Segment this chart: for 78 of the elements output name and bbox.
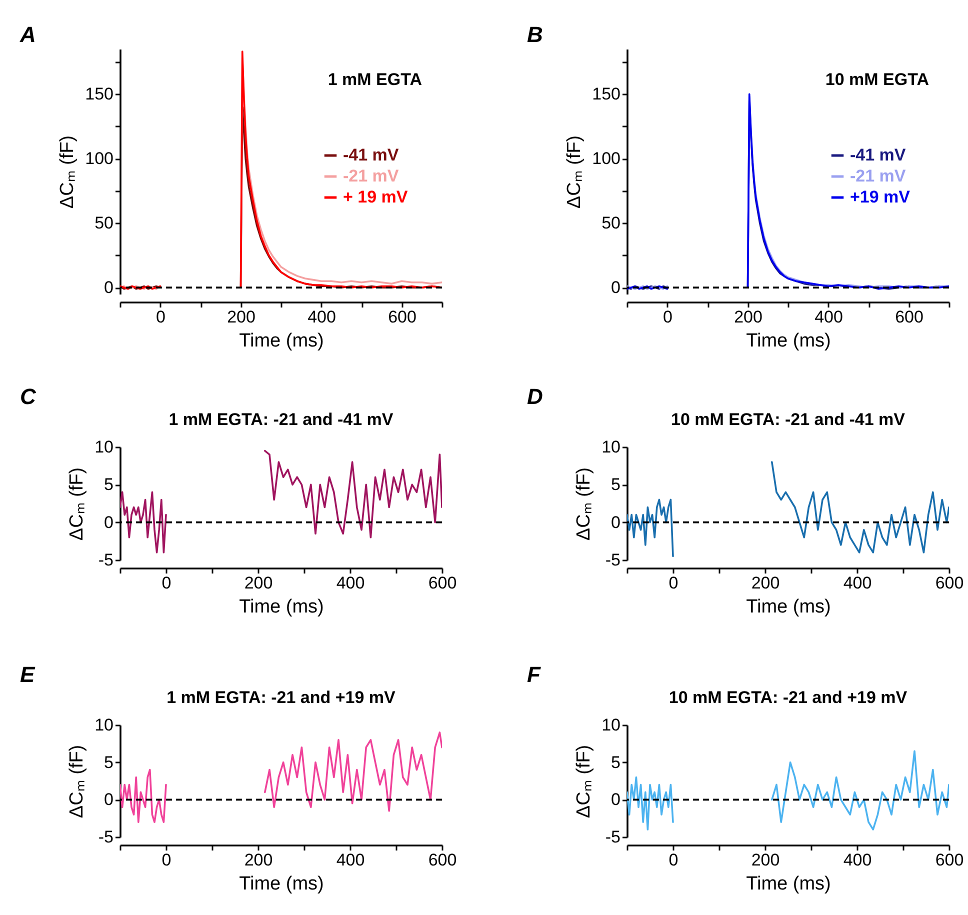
x-tick-label: 200 <box>734 308 762 326</box>
x-tick-label: 600 <box>428 850 457 870</box>
x-axis-title: Time (ms) <box>239 874 324 894</box>
chart-title: 1 mM EGTA: -21 and -41 mV <box>168 410 394 429</box>
y-tick-label: 10 <box>602 438 620 456</box>
x-tick-label: 0 <box>663 308 672 326</box>
y-tick-label: 50 <box>602 214 620 233</box>
y-tick-label: 5 <box>104 475 114 494</box>
x-tick-label: 600 <box>388 308 416 326</box>
x-tick-label: 600 <box>935 574 964 592</box>
y-tick-label: 0 <box>611 278 620 298</box>
y-axis-title: ΔCₘ (fF) <box>66 744 88 818</box>
legend-label: -41 mV <box>850 146 906 164</box>
x-tick-label: 0 <box>668 850 678 870</box>
legend-label: -41 mV <box>343 146 400 164</box>
x-tick-label: 200 <box>244 850 273 870</box>
chart-title: 1 mM EGTA: -21 and +19 mV <box>166 688 396 707</box>
y-axis-title: ΔCₘ (fF) <box>564 135 586 209</box>
x-tick-label: 0 <box>156 308 166 326</box>
text: 10 mM EGTA <box>825 70 929 89</box>
x-tick-label: 400 <box>843 574 872 592</box>
chart-title: 10 mM EGTA: -21 and +19 mV <box>668 688 908 707</box>
y-tick-label: 0 <box>104 278 114 298</box>
y-tick-label: 10 <box>94 438 114 456</box>
x-tick-label: 200 <box>751 850 780 870</box>
x-tick-label: 400 <box>814 308 843 326</box>
x-tick-label: 600 <box>428 574 457 592</box>
y-tick-label: 150 <box>592 84 620 104</box>
x-tick-label: 0 <box>668 574 678 592</box>
y-tick-label: 150 <box>85 84 114 104</box>
y-tick-label: -5 <box>605 828 620 846</box>
y-tick-label: 100 <box>592 149 620 168</box>
y-axis-title: ΔCₘ (fF) <box>574 744 595 818</box>
text: 1 mM EGTA <box>328 70 422 89</box>
y-tick-label: 0 <box>104 512 114 532</box>
x-axis-title: Time (ms) <box>239 330 324 352</box>
text: E <box>20 662 36 687</box>
x-axis-title: Time (ms) <box>746 596 831 618</box>
text: C <box>20 384 37 409</box>
x-axis-title: Time (ms) <box>239 596 324 618</box>
x-axis-title: Time (ms) <box>746 874 831 894</box>
y-tick-label: 0 <box>611 512 620 532</box>
y-tick-label: 50 <box>94 214 114 233</box>
y-tick-label: 0 <box>611 790 620 810</box>
legend-label: +19 mV <box>850 188 911 206</box>
legend-label: -21 mV <box>343 166 400 186</box>
y-tick-label: 10 <box>94 716 114 734</box>
y-axis-title: ΔCₘ (fF) <box>66 467 88 541</box>
y-tick-label: 5 <box>611 475 620 494</box>
y-tick-label: 5 <box>611 752 620 772</box>
y-axis-title: ΔCₘ (fF) <box>574 467 595 541</box>
x-tick-label: 200 <box>227 308 256 326</box>
x-tick-label: 0 <box>162 574 172 592</box>
y-tick-label: 5 <box>104 752 114 772</box>
text: B <box>527 22 543 47</box>
y-tick-label: 0 <box>104 790 114 810</box>
legend-label: -21 mV <box>850 166 906 186</box>
text: F <box>527 662 541 687</box>
x-axis-title: Time (ms) <box>746 330 831 352</box>
x-tick-label: 600 <box>895 308 924 326</box>
y-tick-label: -5 <box>98 828 114 846</box>
y-tick-label: -5 <box>98 550 114 570</box>
x-tick-label: 0 <box>162 850 172 870</box>
y-tick-label: -5 <box>605 550 620 570</box>
y-axis-title: ΔCₘ (fF) <box>57 135 78 209</box>
x-tick-label: 400 <box>336 574 365 592</box>
x-tick-label: 200 <box>751 574 780 592</box>
x-tick-label: 400 <box>308 308 336 326</box>
x-tick-label: 600 <box>935 850 964 870</box>
x-tick-label: 200 <box>244 574 273 592</box>
y-tick-label: 100 <box>85 149 114 168</box>
x-tick-label: 400 <box>843 850 872 870</box>
text: D <box>527 384 543 409</box>
x-tick-label: 400 <box>336 850 365 870</box>
legend-label: + 19 mV <box>343 188 408 206</box>
y-tick-label: 10 <box>602 716 620 734</box>
text: A <box>19 22 36 47</box>
chart-title: 10 mM EGTA: -21 and -41 mV <box>671 410 906 429</box>
